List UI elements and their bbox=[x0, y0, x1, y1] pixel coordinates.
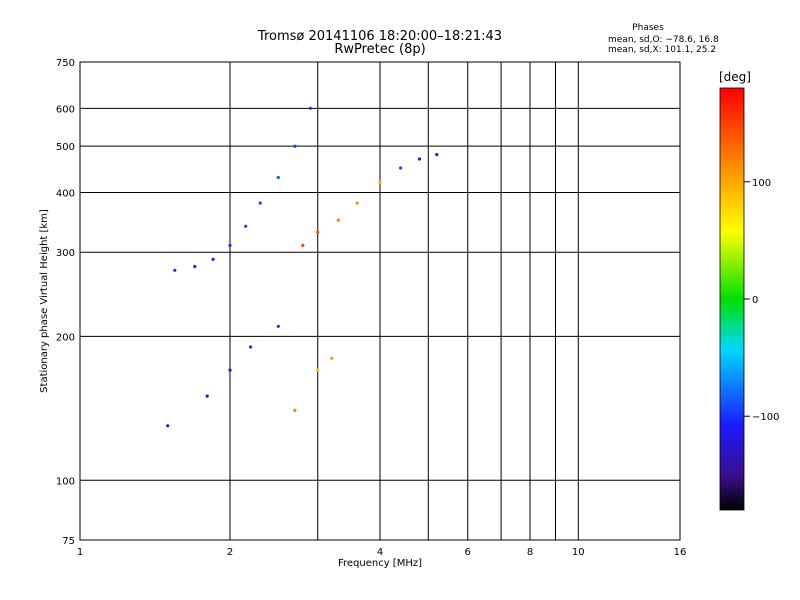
x-tick-label: 6 bbox=[465, 547, 471, 558]
data-point bbox=[276, 175, 280, 180]
y-tick-label: 500 bbox=[56, 142, 75, 153]
data-point bbox=[316, 230, 320, 234]
data-point bbox=[173, 268, 177, 272]
x-tick-label: 2 bbox=[227, 547, 233, 558]
data-point bbox=[308, 106, 312, 110]
data-point bbox=[228, 368, 232, 372]
data-point bbox=[330, 356, 334, 360]
y-axis-label: Stationary phase Virtual Height [km] bbox=[39, 209, 50, 393]
data-point bbox=[228, 243, 232, 247]
data-points bbox=[166, 106, 439, 428]
y-tick-label: 75 bbox=[62, 536, 75, 547]
x-tick-label: 4 bbox=[377, 547, 383, 558]
data-point bbox=[293, 408, 297, 412]
stats-o-mode: mean, sd,O: −78.6, 16.8 bbox=[608, 35, 719, 45]
data-point bbox=[435, 153, 439, 157]
y-tick-label: 200 bbox=[56, 332, 75, 343]
x-axis-ticks: 1 2 4 6 8 10 16 bbox=[77, 547, 687, 558]
x-tick-label: 10 bbox=[572, 547, 585, 558]
y-tick-label: 300 bbox=[56, 248, 75, 259]
x-tick-label: 1 bbox=[77, 547, 83, 558]
data-point bbox=[417, 157, 422, 161]
data-point bbox=[336, 218, 340, 222]
colorbar bbox=[719, 87, 745, 511]
data-point bbox=[244, 224, 248, 228]
colorbar-label: [deg] bbox=[719, 70, 751, 84]
data-point bbox=[166, 424, 170, 428]
colorbar-ticks: 100 0 −100 bbox=[744, 178, 779, 423]
stats-x-mode: mean, sd,X: 101.1, 25.2 bbox=[608, 45, 716, 55]
data-point bbox=[316, 368, 320, 372]
data-point bbox=[355, 201, 359, 205]
data-point bbox=[205, 394, 209, 398]
data-point bbox=[276, 324, 280, 328]
x-tick-label: 16 bbox=[674, 547, 687, 558]
data-point bbox=[258, 201, 262, 205]
x-tick-label: 8 bbox=[527, 547, 533, 558]
x-axis-label: Frequency [MHz] bbox=[338, 558, 422, 569]
colorbar-tick-label: 100 bbox=[752, 178, 771, 189]
y-tick-label: 100 bbox=[56, 476, 75, 487]
gridlines bbox=[80, 62, 680, 540]
colorbar-tick-label: −100 bbox=[752, 412, 779, 423]
y-tick-label: 400 bbox=[56, 188, 75, 199]
data-point bbox=[301, 243, 305, 247]
stats-heading: Phases bbox=[632, 23, 664, 33]
colorbar-tick-label: 0 bbox=[752, 295, 758, 306]
chart-title: Tromsø 20141106 18:20:00–18:21:43 bbox=[257, 29, 502, 44]
data-point bbox=[193, 264, 197, 269]
data-point bbox=[293, 144, 297, 148]
chart-subtitle: RwPretec (8p) bbox=[334, 42, 425, 57]
data-point bbox=[249, 345, 253, 349]
data-point bbox=[211, 257, 215, 261]
y-tick-label: 600 bbox=[56, 104, 75, 115]
data-point bbox=[378, 180, 382, 184]
y-tick-label: 750 bbox=[56, 58, 75, 69]
y-axis-ticks: 75 100 200 300 400 500 600 750 bbox=[56, 58, 75, 547]
data-point bbox=[399, 166, 403, 170]
